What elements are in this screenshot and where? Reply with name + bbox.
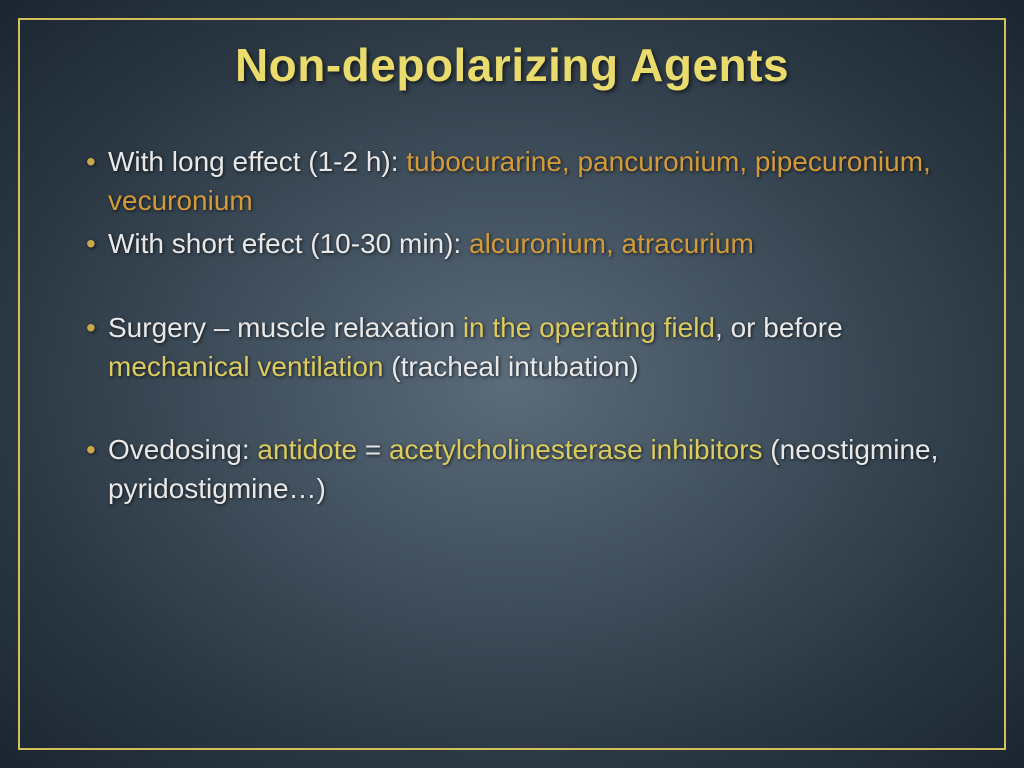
- bullet-list: With long effect (1-2 h): tubocurarine, …: [80, 142, 944, 264]
- highlight-drugs: alcuronium, atracurium: [469, 228, 754, 259]
- text-part: Surgery – muscle relaxation: [108, 312, 463, 343]
- bullet-list: Surgery – muscle relaxation in the opera…: [80, 308, 944, 386]
- list-item: With short efect (10-30 min): alcuronium…: [80, 224, 944, 263]
- slide-title: Non-depolarizing Agents: [20, 38, 1004, 92]
- highlight-yellow: acetylcholinesterase inhibitors: [389, 434, 770, 465]
- text-part: Ovedosing:: [108, 434, 257, 465]
- slide-frame: Non-depolarizing Agents With long effect…: [18, 18, 1006, 750]
- text-part: (tracheal intubation): [391, 351, 638, 382]
- text-part: =: [357, 434, 389, 465]
- highlight-yellow: mechanical ventilation: [108, 351, 391, 382]
- highlight-yellow: in the operating field: [463, 312, 715, 343]
- spacer: [80, 268, 944, 308]
- list-item: With long effect (1-2 h): tubocurarine, …: [80, 142, 944, 220]
- bullet-prefix: With short efect (10-30 min):: [108, 228, 469, 259]
- list-item: Ovedosing: antidote = acetylcholinestera…: [80, 430, 944, 508]
- spacer: [80, 390, 944, 430]
- bullet-prefix: With long effect (1-2 h):: [108, 146, 406, 177]
- slide-content: With long effect (1-2 h): tubocurarine, …: [80, 142, 944, 508]
- list-item: Surgery – muscle relaxation in the opera…: [80, 308, 944, 386]
- text-part: , or before: [715, 312, 843, 343]
- highlight-yellow: antidote: [257, 434, 357, 465]
- bullet-list: Ovedosing: antidote = acetylcholinestera…: [80, 430, 944, 508]
